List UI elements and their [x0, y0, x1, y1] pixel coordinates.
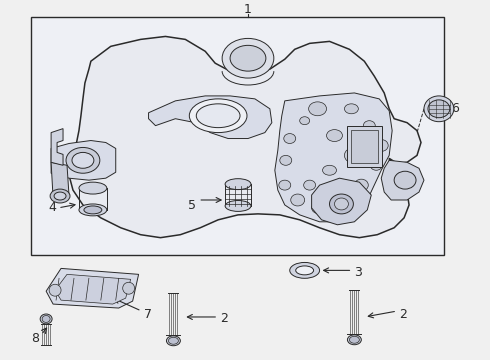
Ellipse shape — [230, 45, 266, 71]
Ellipse shape — [222, 39, 274, 78]
Ellipse shape — [42, 315, 50, 323]
Ellipse shape — [394, 171, 416, 189]
Ellipse shape — [329, 194, 353, 214]
Ellipse shape — [344, 104, 358, 114]
Ellipse shape — [40, 314, 52, 324]
Text: 1: 1 — [244, 3, 252, 16]
Bar — [351, 130, 378, 163]
Text: 6: 6 — [451, 102, 459, 115]
Ellipse shape — [291, 194, 305, 206]
Ellipse shape — [344, 148, 365, 163]
Ellipse shape — [72, 152, 94, 168]
Ellipse shape — [280, 156, 292, 165]
Ellipse shape — [304, 180, 316, 190]
Ellipse shape — [339, 200, 350, 210]
Ellipse shape — [370, 160, 382, 170]
Ellipse shape — [347, 335, 361, 345]
Polygon shape — [69, 36, 421, 238]
Polygon shape — [312, 178, 371, 225]
Ellipse shape — [79, 182, 107, 194]
Text: 4: 4 — [48, 202, 56, 215]
Polygon shape — [51, 162, 69, 198]
Text: 3: 3 — [354, 266, 362, 279]
Ellipse shape — [300, 117, 310, 125]
Ellipse shape — [169, 337, 178, 344]
Ellipse shape — [363, 121, 375, 131]
Ellipse shape — [279, 180, 291, 190]
Polygon shape — [381, 160, 424, 200]
Text: 2: 2 — [399, 307, 407, 320]
Ellipse shape — [424, 96, 454, 122]
Polygon shape — [55, 274, 131, 304]
Ellipse shape — [84, 206, 102, 214]
Ellipse shape — [189, 99, 247, 132]
Bar — [347, 126, 382, 167]
Ellipse shape — [225, 179, 251, 190]
Circle shape — [49, 284, 61, 296]
Polygon shape — [51, 140, 116, 180]
Bar — [31, 17, 444, 255]
Ellipse shape — [312, 202, 327, 214]
Ellipse shape — [309, 102, 326, 116]
Text: 5: 5 — [188, 199, 196, 212]
Ellipse shape — [284, 134, 295, 144]
Polygon shape — [51, 129, 63, 165]
Ellipse shape — [54, 192, 66, 200]
Ellipse shape — [196, 104, 240, 128]
Ellipse shape — [290, 262, 319, 278]
Ellipse shape — [354, 179, 368, 191]
Ellipse shape — [322, 165, 337, 175]
Ellipse shape — [349, 336, 359, 343]
Text: 7: 7 — [144, 309, 151, 321]
Ellipse shape — [225, 201, 251, 211]
Text: 2: 2 — [220, 312, 228, 325]
Ellipse shape — [295, 266, 314, 275]
Polygon shape — [46, 269, 139, 308]
Ellipse shape — [79, 204, 107, 216]
Ellipse shape — [335, 198, 348, 210]
Text: 8: 8 — [31, 332, 39, 345]
Ellipse shape — [50, 189, 70, 203]
Ellipse shape — [326, 130, 343, 141]
Polygon shape — [275, 93, 392, 222]
Circle shape — [122, 282, 135, 294]
Ellipse shape — [374, 140, 388, 152]
Ellipse shape — [66, 148, 100, 173]
Polygon shape — [148, 96, 272, 139]
Ellipse shape — [167, 336, 180, 346]
Ellipse shape — [428, 100, 450, 118]
